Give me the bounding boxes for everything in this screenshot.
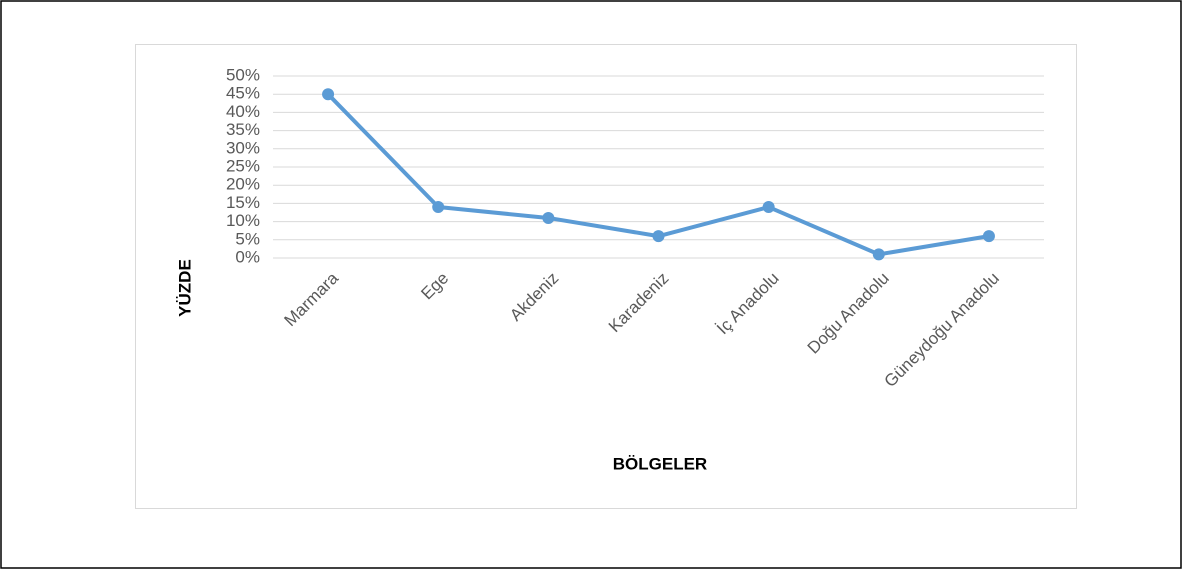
y-tick-label: 0%: [235, 247, 260, 266]
y-tick-label: 30%: [226, 138, 260, 157]
point: [982, 230, 995, 243]
y-tick-label: 40%: [226, 102, 260, 121]
y-tick-label: 10%: [226, 211, 260, 230]
y-tick-label: 35%: [226, 120, 260, 139]
chart-area: [135, 44, 1077, 509]
point: [432, 201, 445, 214]
y-tick-label: 45%: [226, 84, 260, 103]
point: [652, 230, 665, 243]
y-tick-label: 50%: [226, 65, 260, 84]
y-axis-title: YÜZDE: [175, 259, 194, 317]
y-tick-label: 25%: [226, 156, 260, 175]
point: [872, 248, 885, 261]
x-axis-title: BÖLGELER: [613, 454, 707, 473]
y-tick-label: 5%: [235, 229, 260, 248]
y-tick-label: 15%: [226, 193, 260, 212]
point: [542, 211, 555, 224]
point: [762, 201, 775, 214]
point: [322, 88, 335, 101]
y-tick-label: 20%: [226, 175, 260, 194]
